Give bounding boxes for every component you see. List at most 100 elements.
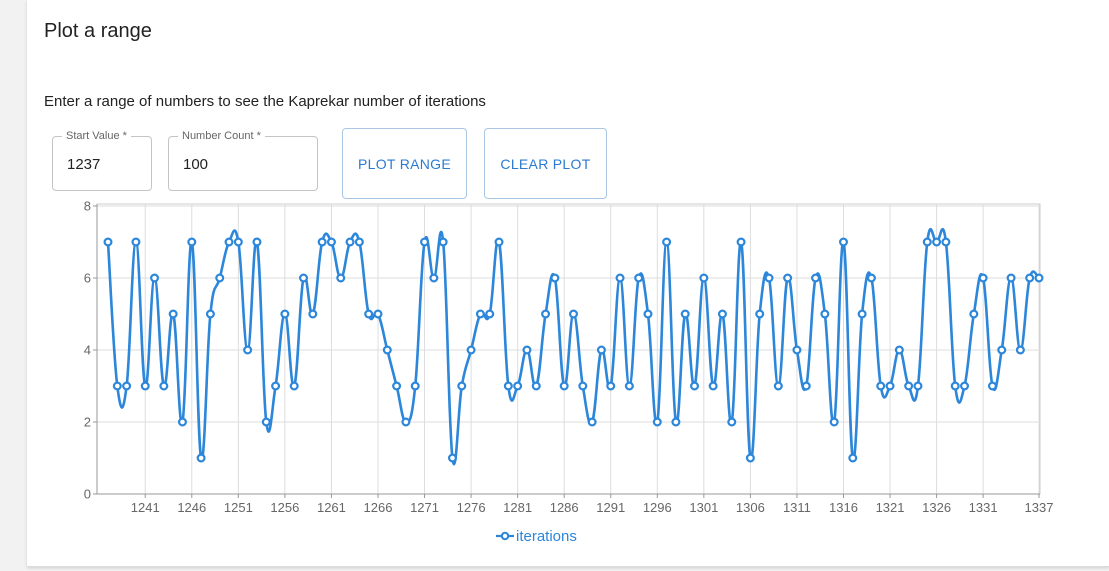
data-point xyxy=(522,345,532,355)
data-point xyxy=(392,381,402,391)
data-point xyxy=(364,309,374,319)
data-point xyxy=(717,309,727,319)
x-tick-label: 1311 xyxy=(783,500,811,515)
legend-marker xyxy=(500,531,510,541)
panel-description: Enter a range of numbers to see the Kapr… xyxy=(44,93,486,110)
data-point xyxy=(699,273,709,283)
data-point xyxy=(494,237,504,247)
data-point xyxy=(336,273,346,283)
data-point xyxy=(792,345,802,355)
data-point xyxy=(596,345,606,355)
data-point xyxy=(894,345,904,355)
data-point xyxy=(838,237,848,247)
data-point xyxy=(652,417,662,427)
data-point xyxy=(997,345,1007,355)
number-count-field[interactable]: Number Count * xyxy=(168,130,318,191)
x-tick-label: 1276 xyxy=(457,500,486,515)
data-point xyxy=(615,273,625,283)
data-point xyxy=(671,417,681,427)
x-tick-label: 1301 xyxy=(689,500,718,515)
data-point xyxy=(811,273,821,283)
data-point xyxy=(252,237,262,247)
data-point xyxy=(541,309,551,319)
data-point xyxy=(429,273,439,283)
x-tick-label: 1321 xyxy=(876,500,905,515)
data-point xyxy=(978,273,988,283)
legend-label: iterations xyxy=(516,528,577,545)
number-count-label: Number Count * xyxy=(178,130,265,143)
data-point xyxy=(447,453,457,463)
y-tick-label: 6 xyxy=(84,271,91,286)
data-point xyxy=(177,417,187,427)
data-point xyxy=(150,273,160,283)
data-point xyxy=(634,273,644,283)
data-point xyxy=(103,237,113,247)
data-point xyxy=(466,345,476,355)
start-value-field[interactable]: Start Value * xyxy=(52,130,152,191)
y-tick-label: 2 xyxy=(84,415,91,430)
data-point xyxy=(801,381,811,391)
x-tick-label: 1246 xyxy=(177,500,206,515)
data-point xyxy=(559,381,569,391)
data-point xyxy=(243,345,253,355)
x-tick-label: 1306 xyxy=(736,500,765,515)
start-value-input[interactable] xyxy=(67,156,147,173)
data-point xyxy=(354,237,364,247)
data-point xyxy=(624,381,634,391)
x-tick-label: 1271 xyxy=(410,500,439,515)
data-point xyxy=(820,309,830,319)
start-value-label: Start Value * xyxy=(62,130,131,143)
data-point xyxy=(876,381,886,391)
x-tick-label: 1326 xyxy=(922,500,951,515)
data-point xyxy=(680,309,690,319)
data-point xyxy=(299,273,309,283)
data-point xyxy=(969,309,979,319)
data-point xyxy=(866,273,876,283)
number-count-input[interactable] xyxy=(183,156,263,173)
x-tick-label: 1256 xyxy=(270,500,299,515)
x-tick-label: 1261 xyxy=(317,500,346,515)
plot-range-card: Plot a range Enter a range of numbers to… xyxy=(27,0,1109,567)
data-point xyxy=(848,453,858,463)
data-point xyxy=(987,381,997,391)
data-point xyxy=(475,309,485,319)
data-point xyxy=(708,381,718,391)
data-point xyxy=(112,381,122,391)
data-point xyxy=(783,273,793,283)
clear-plot-button[interactable]: CLEAR PLOT xyxy=(484,128,607,199)
data-point xyxy=(420,237,430,247)
data-point xyxy=(904,381,914,391)
data-point xyxy=(643,309,653,319)
data-point xyxy=(1006,273,1016,283)
data-point xyxy=(950,381,960,391)
data-point xyxy=(578,381,588,391)
data-point xyxy=(382,345,392,355)
data-point xyxy=(326,237,336,247)
data-point xyxy=(745,453,755,463)
data-point xyxy=(131,237,141,247)
data-point xyxy=(1025,273,1035,283)
plot-range-button[interactable]: PLOT RANGE xyxy=(342,128,467,199)
data-point xyxy=(187,237,197,247)
x-tick-label: 1266 xyxy=(364,500,393,515)
x-tick-label: 1241 xyxy=(131,500,160,515)
data-point xyxy=(271,381,281,391)
data-point xyxy=(941,237,951,247)
data-point xyxy=(224,237,234,247)
data-point xyxy=(159,381,169,391)
y-tick-label: 4 xyxy=(84,343,91,358)
data-point xyxy=(690,381,700,391)
y-tick-label: 8 xyxy=(84,199,91,214)
data-point xyxy=(308,309,318,319)
x-tick-label: 1251 xyxy=(224,500,253,515)
x-tick-label: 1296 xyxy=(643,500,672,515)
data-point xyxy=(140,381,150,391)
data-point xyxy=(373,309,383,319)
data-point xyxy=(401,417,411,427)
data-point xyxy=(587,417,597,427)
data-point xyxy=(280,309,290,319)
data-point xyxy=(485,309,495,319)
data-point xyxy=(755,309,765,319)
panel-title: Plot a range xyxy=(44,20,152,42)
